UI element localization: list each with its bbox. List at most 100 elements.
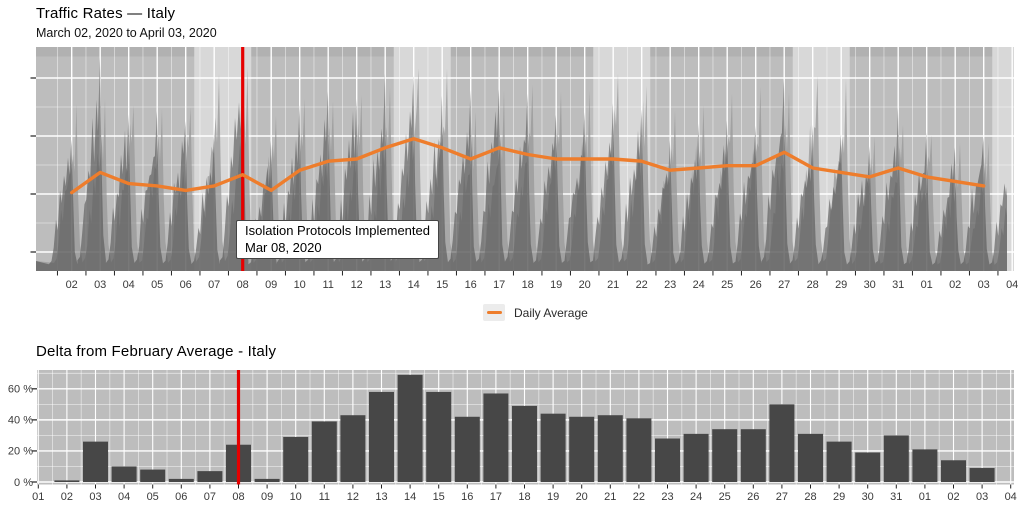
bar bbox=[798, 433, 823, 482]
bar bbox=[855, 452, 881, 482]
bottom-x-label: 27 bbox=[776, 491, 788, 503]
top-x-label: 26 bbox=[750, 279, 762, 291]
bar bbox=[54, 480, 80, 482]
bottom-chart: 0 % 20 % 40 % 60 % 01 02 03 04 05 06 07 08 09 10 11 12 1… bbox=[8, 370, 1017, 503]
bar bbox=[311, 421, 337, 482]
top-x-label: 30 bbox=[864, 279, 876, 291]
top-chart-title: Traffic Rates — Italy bbox=[36, 5, 176, 22]
annotation-line1: Isolation Protocols Implemented bbox=[245, 223, 430, 238]
top-x-label: 05 bbox=[151, 279, 163, 291]
bar bbox=[197, 471, 223, 482]
bottom-x-label: 02 bbox=[947, 491, 959, 503]
traffic-area-observed bbox=[36, 57, 1007, 271]
bottom-y-label: 60 % bbox=[8, 384, 33, 396]
top-x-label: 19 bbox=[550, 279, 562, 291]
top-x-label: 02 bbox=[66, 279, 78, 291]
bar bbox=[540, 413, 566, 482]
bottom-x-label: 18 bbox=[518, 491, 530, 503]
top-x-label: 15 bbox=[436, 279, 448, 291]
top-x-label: 11 bbox=[322, 279, 333, 291]
bar bbox=[712, 429, 738, 482]
top-x-label: 25 bbox=[721, 279, 733, 291]
top-x-label: 17 bbox=[493, 279, 505, 291]
bottom-x-label: 23 bbox=[661, 491, 673, 503]
bottom-x-label: 01 bbox=[32, 491, 44, 503]
bottom-x-label: 22 bbox=[633, 491, 645, 503]
bar bbox=[83, 441, 108, 482]
bar bbox=[254, 478, 280, 482]
bar bbox=[397, 374, 423, 482]
bar bbox=[655, 438, 680, 482]
bottom-x-label: 05 bbox=[147, 491, 159, 503]
top-x-label: 10 bbox=[294, 279, 306, 291]
top-x-label: 20 bbox=[579, 279, 591, 291]
bar bbox=[883, 435, 909, 482]
top-x-label: 14 bbox=[408, 279, 420, 291]
bar bbox=[626, 418, 652, 482]
bottom-x-label: 02 bbox=[61, 491, 73, 503]
bottom-x-label: 28 bbox=[804, 491, 816, 503]
annotation-box: Isolation Protocols Implemented Mar 08, … bbox=[236, 220, 439, 259]
top-x-label: 16 bbox=[465, 279, 477, 291]
bar bbox=[340, 415, 366, 482]
bar bbox=[283, 436, 309, 482]
bar bbox=[369, 391, 394, 482]
bottom-x-label: 03 bbox=[89, 491, 101, 503]
legend-label: Daily Average bbox=[514, 305, 588, 320]
bottom-x-label: 11 bbox=[319, 491, 330, 503]
top-x-label: 18 bbox=[522, 279, 534, 291]
bottom-x-label: 15 bbox=[433, 491, 445, 503]
top-x-label: 02 bbox=[949, 279, 961, 291]
weekday-strip bbox=[36, 47, 1014, 57]
daily-average-line bbox=[70, 137, 986, 195]
bar bbox=[454, 416, 480, 482]
bottom-y-label: 0 % bbox=[14, 477, 33, 489]
bottom-x-label: 12 bbox=[347, 491, 359, 503]
top-x-label: 07 bbox=[208, 279, 220, 291]
top-axes: 02 03 04 05 06 07 08 09 10 11 12 13 14 15 16 17 18 19 20 21… bbox=[30, 77, 1018, 291]
bottom-x-label: 21 bbox=[604, 491, 616, 503]
bar bbox=[569, 416, 595, 482]
bar bbox=[826, 441, 852, 482]
top-x-label: 21 bbox=[607, 279, 619, 291]
bottom-chart-title: Delta from February Average - Italy bbox=[36, 343, 277, 360]
top-x-label: 31 bbox=[892, 279, 904, 291]
bar bbox=[769, 404, 795, 482]
top-chart-subtitle: March 02, 2020 to April 03, 2020 bbox=[36, 26, 217, 40]
top-x-label: 29 bbox=[835, 279, 847, 291]
daily-average-swatch bbox=[483, 304, 505, 321]
bottom-x-label: 25 bbox=[719, 491, 731, 503]
bar bbox=[941, 460, 966, 482]
top-chart: 02 03 04 05 06 07 08 09 10 11 12 13 14 15 16 17 18 19 20 21… bbox=[30, 47, 1018, 291]
bottom-x-label: 14 bbox=[404, 491, 416, 503]
top-x-label: 27 bbox=[778, 279, 790, 291]
bottom-x-label: 01 bbox=[919, 491, 931, 503]
bar bbox=[740, 429, 766, 482]
top-x-label: 12 bbox=[351, 279, 363, 291]
top-x-label: 24 bbox=[693, 279, 705, 291]
bottom-x-label: 03 bbox=[976, 491, 988, 503]
bottom-x-label: 09 bbox=[261, 491, 273, 503]
top-x-label: 06 bbox=[180, 279, 192, 291]
bottom-x-label: 06 bbox=[175, 491, 187, 503]
legend: Daily Average bbox=[483, 304, 588, 321]
bottom-x-label: 19 bbox=[547, 491, 559, 503]
bottom-x-label: 24 bbox=[690, 491, 702, 503]
bottom-x-label: 04 bbox=[1005, 491, 1017, 503]
bottom-axes: 0 % 20 % 40 % 60 % 01 02 03 04 05 06 07 08 09 10 11 12 1… bbox=[8, 384, 1017, 503]
top-x-label: 03 bbox=[94, 279, 106, 291]
bottom-x-label: 13 bbox=[375, 491, 387, 503]
bottom-x-label: 04 bbox=[118, 491, 130, 503]
top-x-label: 04 bbox=[123, 279, 135, 291]
daily-average-line-icon bbox=[486, 310, 502, 315]
top-x-label: 08 bbox=[237, 279, 249, 291]
bar bbox=[426, 391, 452, 482]
bottom-x-label: 10 bbox=[290, 491, 302, 503]
delta-bars bbox=[54, 374, 995, 482]
bar bbox=[111, 466, 137, 482]
bar bbox=[168, 478, 194, 482]
bottom-x-label: 08 bbox=[232, 491, 244, 503]
bottom-y-label: 20 % bbox=[8, 446, 33, 458]
bottom-x-label: 31 bbox=[890, 491, 902, 503]
